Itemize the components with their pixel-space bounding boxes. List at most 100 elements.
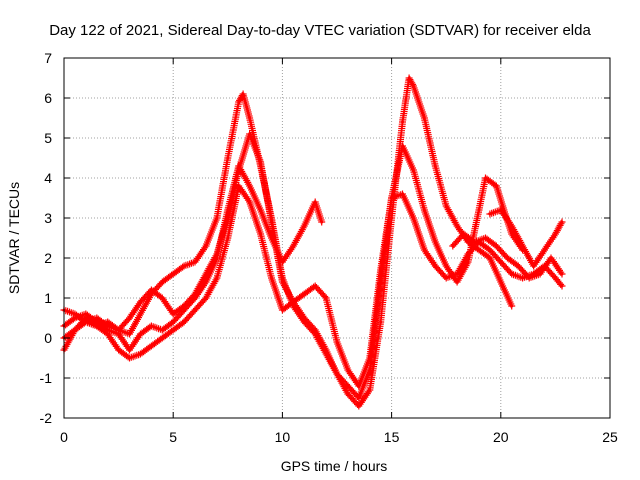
data-point: [241, 92, 245, 96]
data-point: [505, 256, 509, 260]
data-point: [106, 324, 110, 328]
data-point: [215, 216, 219, 220]
data-point: [521, 244, 525, 248]
data-point: [138, 312, 142, 316]
data-point: [411, 168, 415, 172]
data-point: [128, 348, 132, 352]
x-tick-label: 15: [384, 429, 400, 445]
y-axis-label: SDTVAR / TECUs: [6, 182, 22, 294]
data-point: [484, 236, 488, 240]
data-point: [411, 84, 415, 88]
data-point: [269, 220, 273, 224]
x-axis-label: GPS time / hours: [281, 458, 388, 474]
data-point: [357, 404, 361, 408]
data-point: [542, 248, 546, 252]
data-point: [357, 396, 361, 400]
data-point: [215, 252, 219, 256]
data-point: [117, 348, 121, 352]
data-point: [259, 232, 263, 236]
data-series: [60, 74, 566, 410]
data-point: [407, 76, 411, 80]
data-point: [138, 352, 142, 356]
data-point: [368, 368, 372, 372]
data-point: [466, 252, 470, 256]
data-point: [477, 248, 481, 252]
data-point: [560, 272, 564, 276]
data-point: [128, 356, 132, 360]
data-point: [324, 348, 328, 352]
data-point: [422, 208, 426, 212]
data-point: [521, 276, 525, 280]
data-point: [444, 204, 448, 208]
series-track-5: [449, 230, 566, 282]
data-point: [291, 244, 295, 248]
data-point: [488, 212, 492, 216]
data-point: [346, 368, 350, 372]
data-point: [379, 320, 383, 324]
y-tick-label: 4: [44, 170, 52, 186]
y-tick-label: 1: [44, 290, 52, 306]
data-point: [422, 116, 426, 120]
data-point: [117, 332, 121, 336]
data-point: [401, 144, 405, 148]
data-point: [401, 120, 405, 124]
data-point: [553, 232, 557, 236]
data-point: [302, 292, 306, 296]
data-point: [204, 272, 208, 276]
data-point: [182, 320, 186, 324]
data-point: [488, 256, 492, 260]
data-point: [560, 284, 564, 288]
data-point: [182, 308, 186, 312]
data-point: [346, 384, 350, 388]
data-point: [433, 240, 437, 244]
data-point: [291, 300, 295, 304]
data-point: [259, 160, 263, 164]
x-tick-label: 5: [169, 429, 177, 445]
data-point: [390, 196, 394, 200]
data-point: [324, 296, 328, 300]
data-point: [455, 224, 459, 228]
data-point: [335, 340, 339, 344]
data-point: [182, 304, 186, 308]
data-point: [484, 176, 488, 180]
data-point: [259, 208, 263, 212]
data-point: [160, 296, 164, 300]
data-point: [532, 264, 536, 268]
data-point: [357, 384, 361, 388]
data-point: [215, 276, 219, 280]
data-point: [193, 260, 197, 264]
data-point: [149, 344, 153, 348]
data-point: [320, 220, 324, 224]
data-point: [73, 312, 77, 316]
data-point: [444, 276, 448, 280]
data-point: [73, 328, 77, 332]
data-point: [204, 296, 208, 300]
data-point: [455, 280, 459, 284]
data-point: [527, 276, 531, 280]
data-point: [84, 312, 88, 316]
data-point: [160, 328, 164, 332]
data-point: [433, 164, 437, 168]
data-point: [171, 312, 175, 316]
data-point: [106, 320, 110, 324]
data-point: [117, 328, 121, 332]
data-point: [560, 220, 564, 224]
data-point: [204, 244, 208, 248]
data-point: [488, 248, 492, 252]
data-point: [368, 388, 372, 392]
data-point: [462, 232, 466, 236]
data-point: [411, 216, 415, 220]
data-point: [280, 308, 284, 312]
data-point: [494, 244, 498, 248]
data-point: [444, 264, 448, 268]
data-point: [269, 276, 273, 280]
data-point: [335, 372, 339, 376]
data-point: [193, 308, 197, 312]
data-point: [84, 320, 88, 324]
data-point: [182, 264, 186, 268]
data-point: [510, 224, 514, 228]
chart-title: Day 122 of 2021, Sidereal Day-to-day VTE…: [49, 22, 591, 39]
data-point: [138, 332, 142, 336]
data-point: [302, 224, 306, 228]
